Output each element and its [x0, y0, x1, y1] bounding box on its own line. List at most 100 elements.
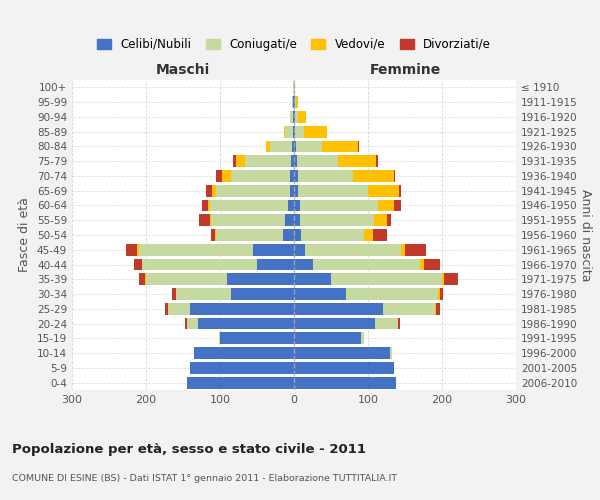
Bar — [387, 214, 391, 226]
Legend: Celibi/Nubili, Coniugati/e, Vedovi/e, Divorziati/e: Celibi/Nubili, Coniugati/e, Vedovi/e, Di… — [92, 33, 496, 56]
Bar — [294, 156, 297, 167]
Bar — [145, 274, 146, 285]
Bar — [294, 332, 361, 344]
Bar — [440, 288, 443, 300]
Bar — [294, 347, 390, 359]
Bar — [176, 288, 231, 300]
Bar — [266, 140, 269, 152]
Bar — [291, 156, 294, 167]
Bar — [361, 332, 364, 344]
Bar — [394, 200, 401, 211]
Bar — [212, 185, 215, 196]
Bar — [227, 274, 294, 285]
Bar — [293, 82, 294, 94]
Bar — [293, 126, 294, 138]
Bar — [338, 156, 376, 167]
Bar — [295, 96, 296, 108]
Bar — [139, 274, 145, 285]
Bar — [253, 244, 294, 256]
Bar — [218, 332, 220, 344]
Bar — [164, 303, 168, 314]
Bar — [405, 244, 426, 256]
Bar — [294, 274, 331, 285]
Bar — [294, 185, 298, 196]
Bar — [424, 258, 440, 270]
Bar — [294, 126, 295, 138]
Bar — [376, 318, 398, 330]
Bar — [295, 111, 298, 123]
Bar — [288, 200, 294, 211]
Bar — [285, 214, 294, 226]
Bar — [398, 318, 400, 330]
Y-axis label: Anni di nascita: Anni di nascita — [578, 188, 592, 281]
Bar — [304, 126, 326, 138]
Bar — [257, 258, 294, 270]
Bar — [190, 362, 294, 374]
Bar — [420, 258, 424, 270]
Bar — [394, 170, 395, 182]
Bar — [298, 185, 368, 196]
Bar — [220, 332, 294, 344]
Bar — [194, 347, 294, 359]
Bar — [390, 347, 392, 359]
Bar — [208, 200, 211, 211]
Bar — [300, 214, 374, 226]
Bar — [290, 185, 294, 196]
Bar — [236, 156, 245, 167]
Bar — [285, 126, 293, 138]
Bar — [294, 318, 376, 330]
Bar — [294, 170, 298, 182]
Bar — [358, 140, 359, 152]
Bar — [295, 126, 304, 138]
Bar — [296, 140, 322, 152]
Text: Femmine: Femmine — [370, 63, 440, 77]
Bar — [364, 229, 373, 241]
Bar — [300, 200, 377, 211]
Bar — [172, 288, 176, 300]
Bar — [142, 258, 257, 270]
Bar — [294, 362, 394, 374]
Bar — [187, 376, 294, 388]
Bar — [296, 96, 298, 108]
Bar — [322, 140, 358, 152]
Bar — [211, 200, 288, 211]
Bar — [290, 111, 293, 123]
Y-axis label: Fasce di età: Fasce di età — [19, 198, 31, 272]
Bar — [294, 376, 396, 388]
Bar — [313, 258, 420, 270]
Bar — [209, 214, 211, 226]
Bar — [222, 170, 231, 182]
Bar — [376, 156, 379, 167]
Bar — [139, 244, 253, 256]
Bar — [298, 170, 353, 182]
Bar — [374, 214, 387, 226]
Bar — [233, 156, 236, 167]
Bar — [294, 140, 296, 152]
Bar — [245, 156, 291, 167]
Bar — [294, 96, 295, 108]
Bar — [294, 244, 305, 256]
Bar — [301, 229, 364, 241]
Bar — [298, 111, 306, 123]
Bar — [294, 303, 383, 314]
Bar — [294, 258, 313, 270]
Bar — [438, 288, 440, 300]
Bar — [368, 185, 399, 196]
Bar — [297, 156, 338, 167]
Bar — [436, 303, 440, 314]
Bar — [331, 274, 442, 285]
Bar — [198, 318, 294, 330]
Text: COMUNE DI ESINE (BS) - Dati ISTAT 1° gennaio 2011 - Elaborazione TUTTITALIA.IT: COMUNE DI ESINE (BS) - Dati ISTAT 1° gen… — [12, 474, 397, 483]
Bar — [293, 96, 294, 108]
Bar — [190, 303, 294, 314]
Bar — [269, 140, 292, 152]
Bar — [305, 244, 401, 256]
Bar — [434, 303, 436, 314]
Bar — [293, 111, 294, 123]
Bar — [215, 185, 290, 196]
Bar — [206, 185, 212, 196]
Bar — [146, 274, 227, 285]
Bar — [294, 214, 300, 226]
Bar — [442, 274, 444, 285]
Bar — [377, 200, 394, 211]
